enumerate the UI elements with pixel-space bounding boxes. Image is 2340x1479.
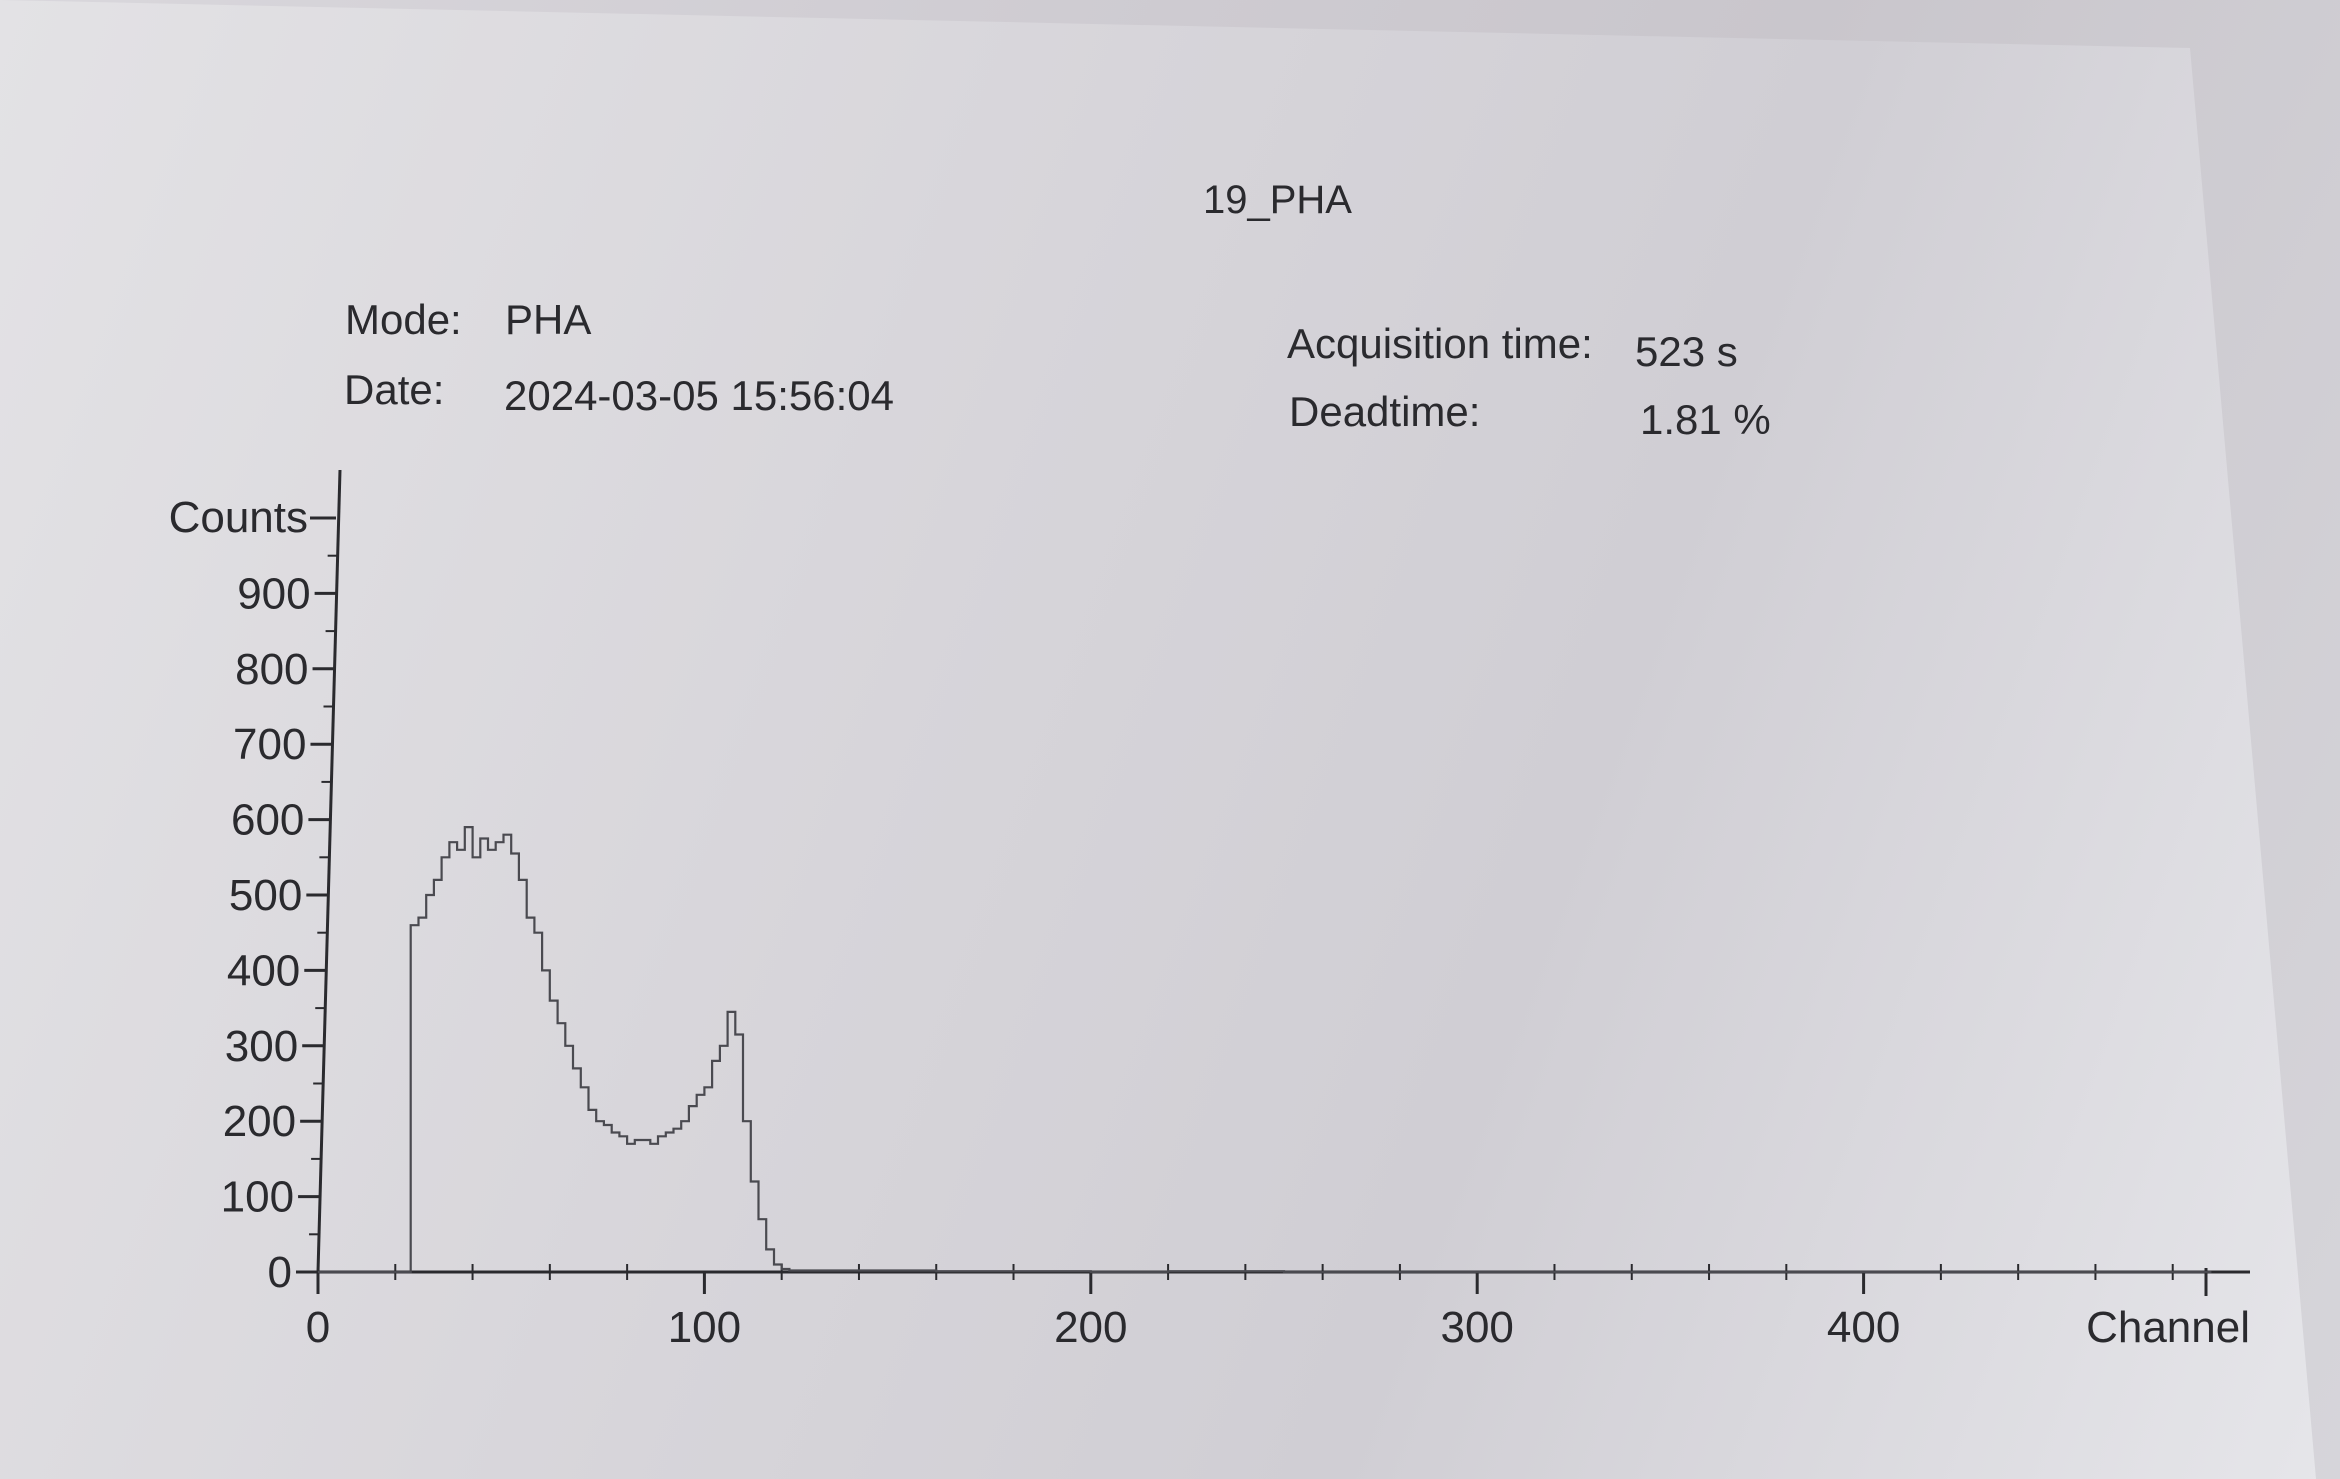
y-axis-label: Counts xyxy=(169,493,308,542)
mode-value: PHA xyxy=(505,296,592,343)
x-tick-label: 100 xyxy=(668,1303,741,1352)
chart-series xyxy=(318,826,2212,1274)
acquisition-time-label: Acquisition time: xyxy=(1287,320,1593,367)
y-tick-label: 300 xyxy=(225,1022,298,1071)
date-value: 2024-03-05 15:56:04 xyxy=(504,372,894,419)
y-tick-label: 800 xyxy=(235,645,308,694)
x-tick-label: 400 xyxy=(1827,1303,1900,1352)
chart-ticks: 0 100 200 300 400 500 600 700 800 900 0 100 200 300 40… xyxy=(221,516,2208,1352)
y-tick-label: 0 xyxy=(268,1248,292,1297)
y-axis-line xyxy=(316,469,342,1273)
x-tick-label: 300 xyxy=(1440,1303,1513,1352)
y-tick-label: 200 xyxy=(223,1097,296,1146)
acquisition-time-value: 523 s xyxy=(1635,328,1738,375)
x-tick-label: 200 xyxy=(1054,1303,1127,1352)
chart-title: 19_PHA xyxy=(1203,178,1352,222)
y-tick-label: 400 xyxy=(227,946,300,995)
x-axis-label: Channel xyxy=(2086,1303,2250,1352)
deadtime-value: 1.81 % xyxy=(1640,396,1771,443)
deadtime-label: Deadtime: xyxy=(1289,388,1481,435)
x-tick-label: 0 xyxy=(306,1303,330,1352)
chart-axes xyxy=(316,469,2250,1274)
y-tick-label: 600 xyxy=(231,796,304,845)
y-tick-label: 500 xyxy=(229,871,302,920)
histogram-series-0 xyxy=(318,826,2212,1274)
date-label: Date: xyxy=(344,366,445,413)
y-tick-label: 700 xyxy=(233,720,306,769)
y-tick-label: 100 xyxy=(221,1173,294,1222)
mode-label: Mode: xyxy=(345,296,462,343)
y-tick-label: 900 xyxy=(237,569,310,618)
